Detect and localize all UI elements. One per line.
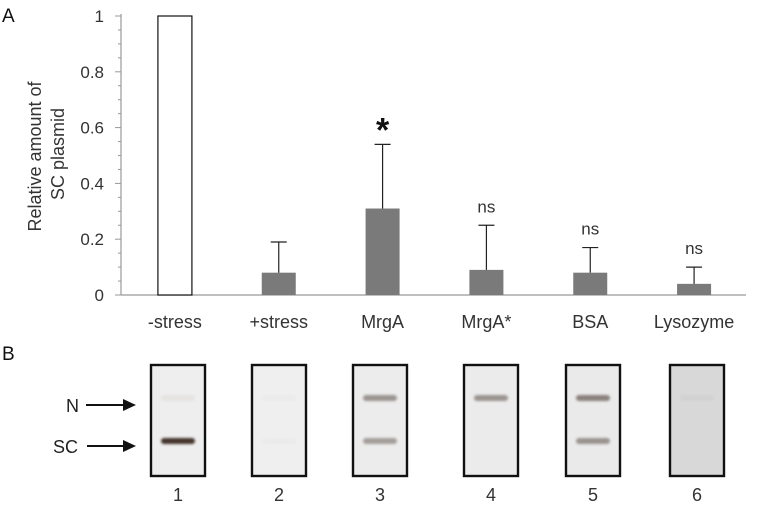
gel-band-n bbox=[161, 395, 195, 401]
panel-b-label: B bbox=[2, 344, 15, 365]
gel-lane-frame bbox=[462, 363, 520, 478]
bar--stress bbox=[157, 15, 193, 296]
significance-MrgA: * bbox=[376, 111, 390, 149]
y-tick-label: 0.4 bbox=[80, 174, 104, 193]
band-arrow-sc: SC bbox=[53, 437, 136, 457]
gel-lane-5 bbox=[564, 363, 622, 478]
gel-band-n bbox=[262, 395, 296, 401]
gel-band-n bbox=[363, 395, 397, 401]
gel-lane-1 bbox=[149, 363, 207, 478]
bar-MrgA* bbox=[469, 269, 504, 295]
gel-lane-frame bbox=[351, 363, 409, 478]
y-axis-label-line-1: Relative amount of bbox=[25, 80, 45, 231]
bar-BSA bbox=[573, 272, 608, 295]
gel-band-sc bbox=[576, 438, 610, 444]
y-tick-label: 0.8 bbox=[80, 63, 104, 82]
category-label-MrgA*: MrgA* bbox=[461, 312, 511, 332]
gel-panel: 1 2 3 4 5 6 bbox=[149, 363, 726, 505]
significance-MrgA*: ns bbox=[477, 197, 495, 216]
category-label-Lysozyme: Lysozyme bbox=[654, 312, 734, 332]
bars: * ns ns ns bbox=[157, 15, 712, 296]
gel-band-n bbox=[474, 395, 508, 401]
gel-band-n bbox=[680, 395, 714, 401]
lane-number: 1 bbox=[173, 485, 183, 505]
y-axis-label: Relative amount of SC plasmid bbox=[25, 76, 68, 231]
gel-lane-6 bbox=[668, 363, 726, 478]
bar-+stress bbox=[261, 272, 296, 295]
category-label-+stress: +stress bbox=[249, 312, 308, 332]
bar-Lysozyme bbox=[677, 283, 712, 295]
bar-MrgA bbox=[365, 208, 400, 295]
band-label-n: N bbox=[66, 396, 79, 416]
category-labels: -stress +stress MrgA MrgA* BSA Lysozyme bbox=[148, 312, 734, 332]
lane-number: 3 bbox=[375, 485, 385, 505]
y-tick-label: 0.2 bbox=[80, 230, 104, 249]
band-arrow-n: N bbox=[66, 396, 136, 416]
gel-band-sc bbox=[262, 438, 296, 444]
band-label-sc: SC bbox=[53, 437, 78, 457]
gel-lane-frame bbox=[149, 363, 207, 478]
gel-lane-4 bbox=[462, 363, 520, 478]
y-axis-label-line-2: SC plasmid bbox=[48, 108, 68, 200]
significance-Lysozyme: ns bbox=[685, 239, 703, 258]
y-axis: 0 0.2 0.4 0.6 0.8 1 bbox=[80, 7, 746, 305]
gel-lane-frame bbox=[250, 363, 308, 478]
significance-BSA: ns bbox=[581, 220, 599, 239]
y-tick-label: 0.6 bbox=[80, 119, 104, 138]
gel-lane-2 bbox=[250, 363, 308, 478]
gel-lane-frame bbox=[564, 363, 622, 478]
category-label-BSA: BSA bbox=[572, 312, 608, 332]
panel-a-label: A bbox=[2, 6, 15, 27]
lane-number: 5 bbox=[588, 485, 598, 505]
gel-band-sc bbox=[161, 438, 195, 444]
category-label--stress: -stress bbox=[148, 312, 202, 332]
category-label-MrgA: MrgA bbox=[361, 312, 404, 332]
lane-number: 6 bbox=[692, 485, 702, 505]
gel-band-n bbox=[576, 395, 610, 401]
gel-lane-3 bbox=[351, 363, 409, 478]
gel-lane-frame bbox=[668, 363, 726, 478]
lane-number: 2 bbox=[274, 485, 284, 505]
gel-band-sc bbox=[363, 438, 397, 444]
y-tick-label: 0 bbox=[95, 286, 104, 305]
y-tick-label: 1 bbox=[95, 7, 104, 26]
lane-number: 4 bbox=[486, 485, 496, 505]
